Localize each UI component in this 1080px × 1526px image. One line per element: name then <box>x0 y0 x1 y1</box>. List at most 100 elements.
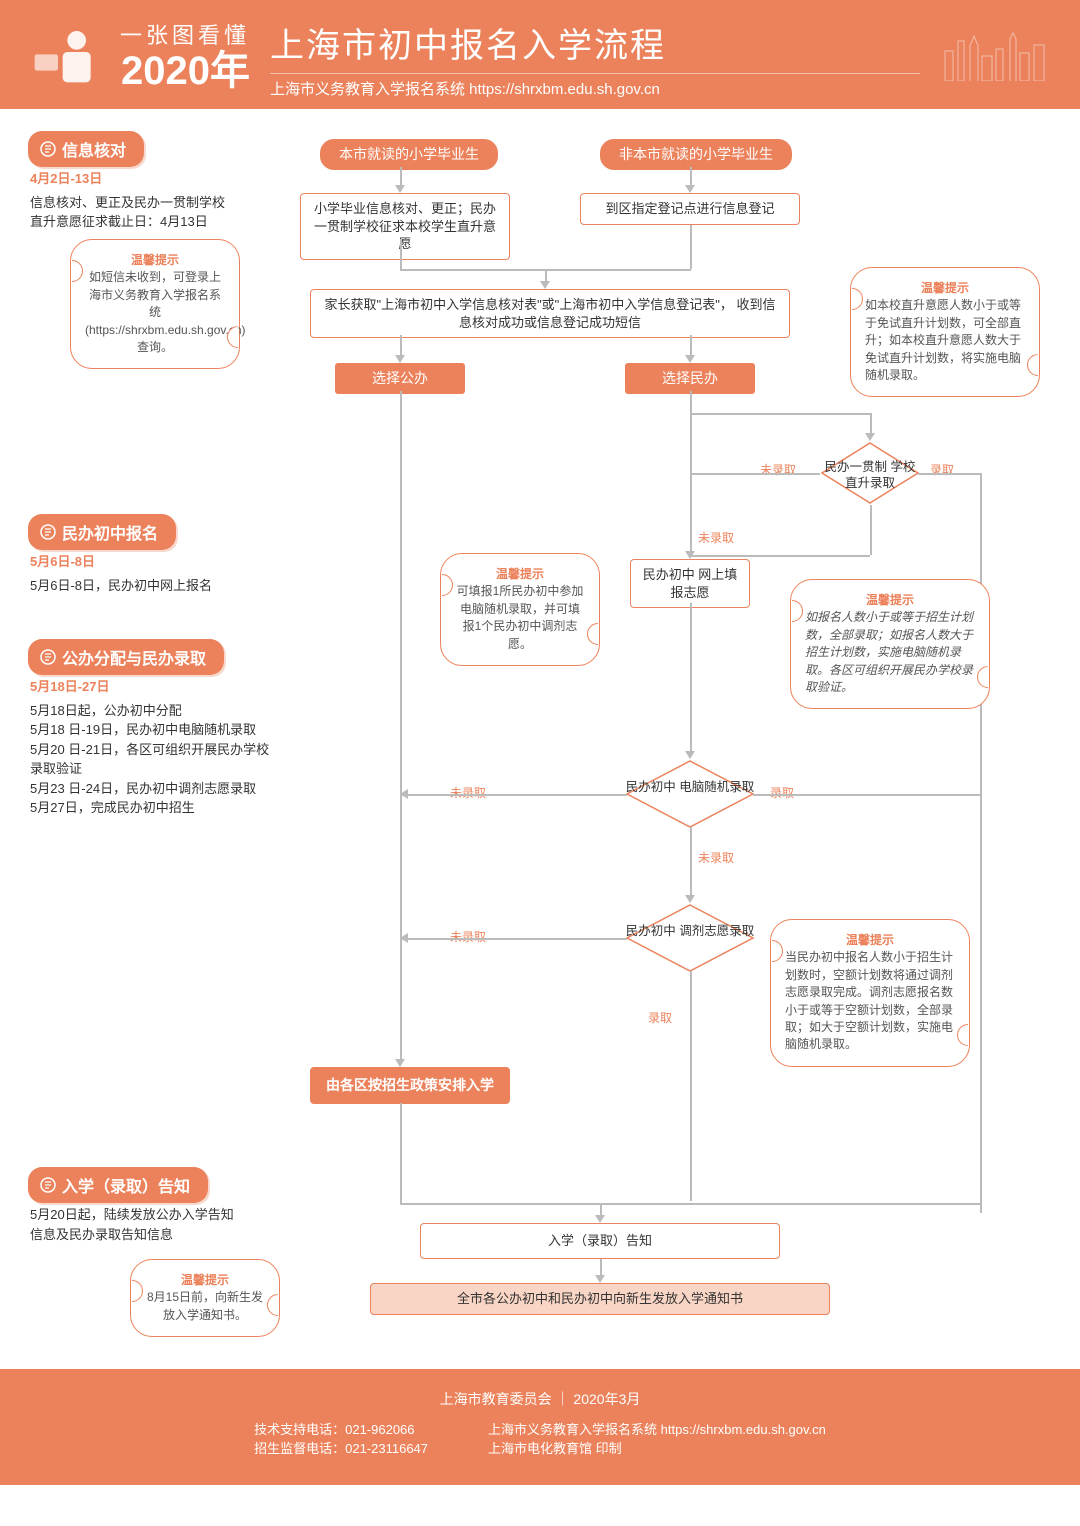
node-local-grad: 本市就读的小学毕业生 <box>320 139 498 170</box>
edge-not-admitted: 未录取 <box>450 784 486 801</box>
tip-lottery: 温馨提示 如报名人数小于或等于招生计划数，全部录取；如报名人数大于招生计划数，实… <box>790 579 990 709</box>
stage-date: 5月18日-27日 <box>30 677 270 697</box>
stage-tab-allocation: 公办分配与民办录取 <box>28 639 224 675</box>
node-choose-public: 选择公办 <box>335 363 465 394</box>
arrow-icon <box>865 433 875 441</box>
node-issue-letter: 全市各公办初中和民办初中向新生发放入学通知书 <box>370 1283 830 1315</box>
flow-line <box>400 1203 981 1205</box>
flow-line <box>400 391 402 1061</box>
arrow-icon <box>685 185 695 193</box>
arrow-icon <box>395 1059 405 1067</box>
tip-title: 温馨提示 <box>805 592 975 609</box>
flow-line <box>400 938 627 940</box>
sup-label: 招生监督电话： <box>254 1441 345 1456</box>
footer: 上海市教育委员会 ｜ 2020年3月 技术支持电话：021-962066 招生监… <box>0 1369 1080 1485</box>
tip-fill: 温馨提示 可填报1所民办初中参加电脑随机录取，并可填报1个民办初中调剂志愿。 <box>440 553 600 666</box>
sup-phone: 021-23116647 <box>345 1441 428 1456</box>
node-online-apply: 民办初中 网上填报志愿 <box>630 559 750 608</box>
tip-body: 如短信未收到，可登录上海市义务教育入学报名系统 (https://shrxbm.… <box>85 270 246 354</box>
tip-direct: 温馨提示 如本校直升意愿人数小于或等于免试直升计划数，可全部直升；如本校直升意愿… <box>850 267 1040 397</box>
stage-title: 入学（录取）告知 <box>62 1173 190 1197</box>
node-nonlocal-grad: 非本市就读的小学毕业生 <box>600 139 792 170</box>
header-title: 上海市初中报名入学流程 <box>270 18 920 67</box>
flow-line <box>400 335 402 357</box>
stage-tab-notify: 入学（录取）告知 <box>28 1167 208 1203</box>
header-kicker: 一张图看懂 <box>120 24 250 48</box>
arrow-icon <box>685 355 695 363</box>
stage-body: 5月6日-8日，民办初中网上报名 <box>30 576 240 596</box>
arrow-icon <box>595 1215 605 1223</box>
flow-line <box>400 1103 402 1203</box>
skyline-icon <box>940 31 1050 86</box>
flow-line <box>870 505 872 555</box>
header: 一张图看懂 2020年 上海市初中报名入学流程 上海市义务教育入学报名系统 ht… <box>0 0 1080 109</box>
flow-line <box>400 167 402 187</box>
edge-admitted: 录取 <box>770 784 794 801</box>
node-verify: 小学毕业信息核对、更正；民办 一贯制学校征求本校学生直升意愿 <box>300 193 510 260</box>
node-notify: 入学（录取）告知 <box>420 1223 780 1259</box>
arrow-icon <box>685 751 695 759</box>
stage-text-notify: 5月20日起，陆续发放公办入学告知 信息及民办录取告知信息 <box>30 1205 240 1244</box>
node-lottery: 民办初中 电脑随机录取 <box>625 759 755 833</box>
arrow-icon <box>685 895 695 903</box>
tip-sms: 温馨提示 如短信未收到，可登录上海市义务教育入学报名系统 (https://sh… <box>70 239 240 369</box>
footer-right-col: 上海市义务教育入学报名系统 https://shrxbm.edu.sh.gov.… <box>488 1419 826 1457</box>
stage-body: 5月20日起，陆续发放公办入学告知 信息及民办录取告知信息 <box>30 1205 240 1244</box>
node-choose-private: 选择民办 <box>625 363 755 394</box>
stage-title: 公办分配与民办录取 <box>62 645 206 669</box>
stage-body: 信息核对、更正及民办一贯制学校 直升意愿征求截止日：4月13日 <box>30 193 240 232</box>
flow-line <box>690 413 870 415</box>
diamond-label: 民办一贯制 学校直升录取 <box>820 459 920 492</box>
stage-text-allocation: 5月18日-27日 5月18日起，公办初中分配 5月18 日-19日，民办初中电… <box>30 677 270 818</box>
edge-not-admitted: 未录取 <box>450 928 486 945</box>
header-year: 2020年 <box>120 49 250 93</box>
arrow-icon <box>400 789 408 799</box>
edge-admitted: 录取 <box>930 461 954 478</box>
stage-date: 4月2日-13日 <box>30 169 240 189</box>
stage-text-verify: 4月2日-13日 信息核对、更正及民办一贯制学校 直升意愿征求截止日：4月13日 <box>30 169 240 232</box>
flow-line <box>400 794 627 796</box>
edge-not-admitted: 未录取 <box>698 849 734 866</box>
flow-line <box>690 603 692 753</box>
header-subtitle: 上海市义务教育入学报名系统 https://shrxbm.edu.sh.gov.… <box>270 73 920 99</box>
stage-title: 信息核对 <box>62 137 126 161</box>
diamond-label: 民办初中 电脑随机录取 <box>625 779 755 795</box>
tip-adjust: 温馨提示 当民办初中报名人数小于招生计划数时，空额计划数将通过调剂志愿录取完成。… <box>770 919 970 1067</box>
header-title-block: 上海市初中报名入学流程 上海市义务教育入学报名系统 https://shrxbm… <box>270 18 920 99</box>
stage-text-private-apply: 5月6日-8日 5月6日-8日，民办初中网上报名 <box>30 552 240 595</box>
header-year-block: 一张图看懂 2020年 <box>120 24 250 92</box>
tip-body: 如报名人数小于或等于招生计划数，全部录取；如报名人数大于招生计划数，实施电脑随机… <box>805 610 973 694</box>
edge-admitted: 录取 <box>648 1009 672 1026</box>
flow-line <box>690 225 692 269</box>
header-person-icon <box>30 29 100 89</box>
stage-date: 5月6日-8日 <box>30 552 240 572</box>
footer-org: 上海市教育委员会 ｜ 2020年3月 <box>40 1389 1040 1409</box>
flow-line <box>690 413 692 553</box>
tip-body: 8月15日前，向新生发放入学通知书。 <box>147 1290 263 1321</box>
flow-line <box>400 239 402 269</box>
tip-title: 温馨提示 <box>145 1272 265 1289</box>
node-adjust: 民办初中 调剂志愿录取 <box>625 903 755 977</box>
sys-url: https://shrxbm.edu.sh.gov.cn <box>661 1422 826 1437</box>
flow-line <box>690 167 692 187</box>
tech-phone: 021-962066 <box>345 1422 414 1437</box>
arrow-icon <box>595 1275 605 1283</box>
arrow-icon <box>395 355 405 363</box>
arrow-icon <box>395 185 405 193</box>
stage-tab-verify: 信息核对 <box>28 131 144 167</box>
stage-title: 民办初中报名 <box>62 520 158 544</box>
flow-line <box>690 391 692 413</box>
node-by-district: 由各区按招生政策安排入学 <box>310 1067 510 1104</box>
footer-left-col: 技术支持电话：021-962066 招生监督电话：021-23116647 <box>254 1419 428 1457</box>
stage-body: 5月18日起，公办初中分配 5月18 日-19日，民办初中电脑随机录取 5月20… <box>30 701 270 818</box>
tip-title: 温馨提示 <box>455 566 585 583</box>
flow-line <box>690 827 692 897</box>
tip-letter: 温馨提示 8月15日前，向新生发放入学通知书。 <box>130 1259 280 1337</box>
edge-not-admitted: 未录取 <box>760 461 796 478</box>
flow-line <box>690 473 820 475</box>
arrow-icon <box>540 281 550 289</box>
tip-title: 温馨提示 <box>785 932 955 949</box>
stage-tab-private-apply: 民办初中报名 <box>28 514 176 550</box>
flow-line <box>690 971 692 1201</box>
flow-line <box>753 794 980 796</box>
